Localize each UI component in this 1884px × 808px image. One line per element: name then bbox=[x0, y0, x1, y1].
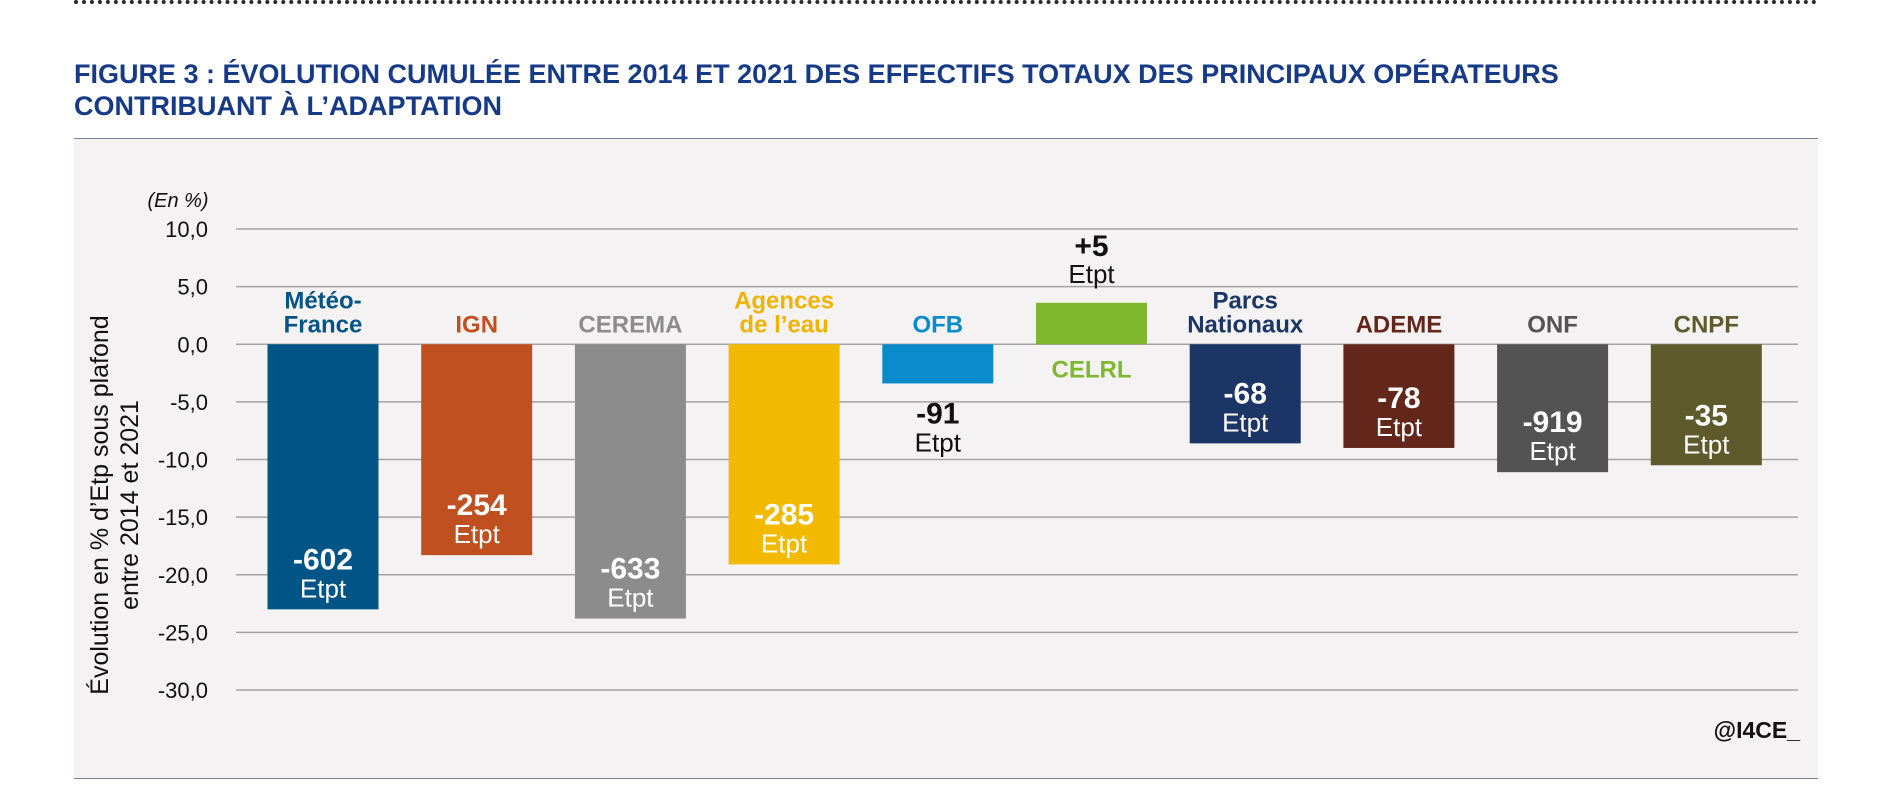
bar bbox=[1650, 344, 1762, 466]
data-label-value: -78 bbox=[1377, 382, 1420, 415]
figure-title: FIGURE 3 : ÉVOLUTION CUMULÉE ENTRE 2014 … bbox=[74, 58, 1814, 122]
label-layer: 10,0 5,0 0,0 -5,0 -10,0 -15,0 -20,0 -25,0 -30,0 (… bbox=[85, 190, 1739, 703]
data-label-value: -68 bbox=[1224, 377, 1267, 410]
y-tick-label: -10,0 bbox=[158, 448, 208, 473]
y-axis-label: Évolution en % d’Etp sous plafond entre 2… bbox=[85, 315, 144, 694]
category-label: ONF bbox=[1527, 311, 1578, 338]
data-label-unit: Etpt bbox=[915, 427, 962, 457]
y-tick-label: -5,0 bbox=[170, 390, 208, 415]
y-tick-label: -30,0 bbox=[158, 678, 208, 703]
y-axis-label-line-1: Évolution en % d’Etp sous plafond bbox=[85, 315, 114, 694]
data-label-value: -91 bbox=[916, 397, 959, 430]
bar bbox=[882, 344, 994, 384]
y-tick-label: -20,0 bbox=[158, 563, 208, 588]
bar bbox=[267, 344, 379, 610]
data-label-unit: Etpt bbox=[1529, 436, 1576, 466]
y-tick-label: -15,0 bbox=[158, 505, 208, 530]
data-label-value: -633 bbox=[600, 553, 660, 586]
data-label-unit: Etpt bbox=[454, 519, 501, 549]
credit-handle: @I4CE_ bbox=[1713, 717, 1800, 743]
data-label-value: -919 bbox=[1523, 406, 1583, 439]
data-label-unit: Etpt bbox=[1068, 259, 1115, 289]
bar bbox=[1189, 344, 1301, 444]
category-label: CNPF bbox=[1674, 311, 1739, 338]
unit-note: (En %) bbox=[147, 190, 208, 212]
data-label-unit: Etpt bbox=[761, 528, 808, 558]
category-label: IGN bbox=[455, 311, 498, 338]
data-label-unit: Etpt bbox=[1222, 407, 1269, 437]
data-label-value: +5 bbox=[1074, 230, 1108, 263]
bar bbox=[574, 344, 686, 619]
y-axis-label-line-2: entre 2014 et 2021 bbox=[116, 400, 144, 610]
bar bbox=[1497, 344, 1609, 473]
category-label: France bbox=[284, 311, 363, 338]
y-tick-label: 10,0 bbox=[165, 217, 208, 242]
data-label-value: -285 bbox=[754, 498, 814, 531]
figure-title-line-1: FIGURE 3 : ÉVOLUTION CUMULÉE ENTRE 2014 … bbox=[74, 59, 1559, 89]
data-label-unit: Etpt bbox=[1683, 429, 1730, 459]
data-label-unit: Etpt bbox=[1376, 412, 1423, 442]
bar bbox=[728, 344, 840, 565]
data-label-unit: Etpt bbox=[607, 583, 654, 613]
dotted-separator bbox=[74, 0, 1818, 10]
bar-layer bbox=[267, 302, 1762, 619]
category-label: OFB bbox=[912, 311, 963, 338]
data-label-unit: Etpt bbox=[300, 573, 347, 603]
figure-title-line-2: CONTRIBUANT À L’ADAPTATION bbox=[74, 91, 502, 121]
data-label-value: -35 bbox=[1685, 399, 1728, 432]
category-label: Agences bbox=[734, 287, 834, 314]
category-label: de l’eau bbox=[739, 311, 828, 338]
category-label: Météo- bbox=[284, 287, 361, 314]
y-tick-label: 5,0 bbox=[177, 275, 208, 300]
bar bbox=[1036, 302, 1147, 345]
data-label-value: -254 bbox=[447, 489, 507, 522]
data-label-value: -602 bbox=[293, 543, 353, 576]
bar bbox=[421, 344, 533, 556]
category-label: Parcs bbox=[1213, 287, 1278, 314]
category-label: ADEME bbox=[1356, 311, 1443, 338]
category-label: Nationaux bbox=[1187, 311, 1304, 338]
y-tick-label: -25,0 bbox=[158, 620, 208, 645]
category-label: CELRL bbox=[1052, 356, 1132, 383]
bar bbox=[1343, 344, 1455, 448]
category-label: CEREMA bbox=[578, 311, 682, 338]
y-tick-label: 0,0 bbox=[177, 332, 208, 357]
